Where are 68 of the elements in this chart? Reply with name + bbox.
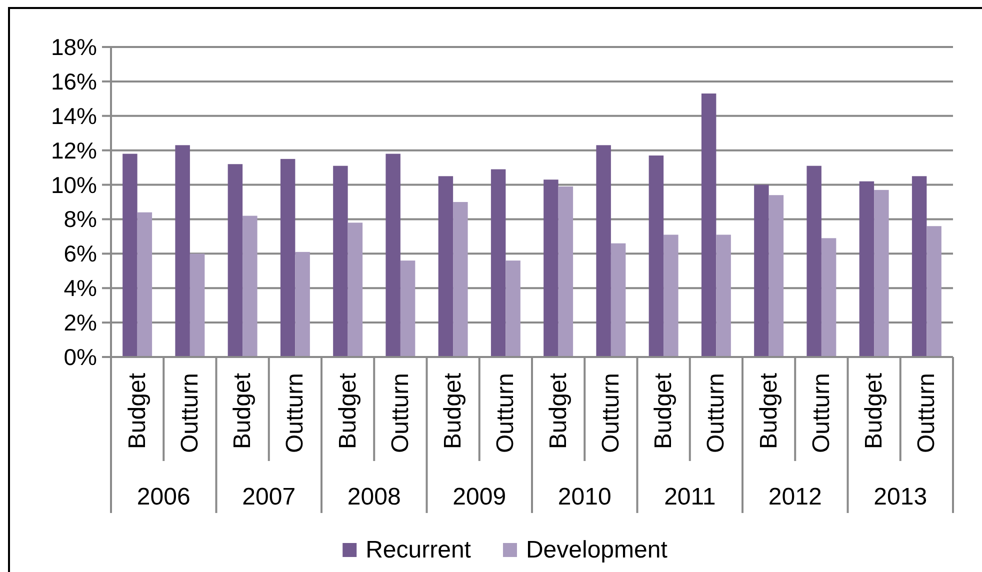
bar xyxy=(874,190,889,357)
text: 2011 xyxy=(664,484,716,510)
text: 2006 xyxy=(136,484,190,510)
bar xyxy=(400,260,416,357)
y-tick-label: 16% xyxy=(50,68,97,94)
y-tick-label: 8% xyxy=(64,206,97,232)
y-tick-label: 18% xyxy=(50,34,97,60)
y-tick-label: 6% xyxy=(64,240,97,267)
bar xyxy=(544,180,558,357)
y-tick-label: 12% xyxy=(50,137,97,164)
bar xyxy=(912,176,927,357)
y-tick-label: 14% xyxy=(50,102,97,129)
text: 2013 xyxy=(874,484,928,510)
bar xyxy=(558,186,574,357)
bar xyxy=(122,154,138,357)
text: 2010 xyxy=(558,484,612,510)
y-tick-label: 10% xyxy=(50,172,97,198)
x-tick-label: Outturn xyxy=(386,373,414,454)
legend-label: Development xyxy=(526,536,668,564)
bar xyxy=(768,195,784,357)
y-tick-label: 4% xyxy=(64,275,97,302)
bar xyxy=(228,164,243,357)
x-tick-label: Outturn xyxy=(492,373,520,454)
y-tick-label: 0% xyxy=(64,344,97,370)
bar xyxy=(280,158,296,357)
bar xyxy=(610,243,626,357)
x-tick-label: Outturn xyxy=(597,373,624,454)
bar xyxy=(242,216,258,357)
legend-label: Recurrent xyxy=(366,536,472,564)
y-tick-label: 2% xyxy=(64,310,97,336)
x-tick-label: Outturn xyxy=(702,373,730,454)
text: 2008 xyxy=(347,484,401,510)
x-tick-label: Budget xyxy=(860,372,888,450)
x-tick-label: Budget xyxy=(124,372,151,450)
bar xyxy=(348,222,363,357)
bar xyxy=(859,181,874,357)
bar xyxy=(438,176,454,357)
x-tick-label: Outturn xyxy=(913,373,940,454)
x-tick-label: Outturn xyxy=(808,373,835,454)
x-tick-label: Budget xyxy=(334,372,362,450)
bar xyxy=(754,184,769,357)
bar xyxy=(664,234,678,357)
bar xyxy=(716,234,731,357)
bar xyxy=(175,145,190,357)
text: 2007 xyxy=(242,484,296,510)
x-tick-label: Budget xyxy=(229,372,256,450)
x-tick-label: Budget xyxy=(755,372,782,450)
bar xyxy=(596,145,611,357)
x-tick-label: Outturn xyxy=(282,373,309,454)
bar xyxy=(295,252,310,357)
bar xyxy=(490,169,506,357)
bar xyxy=(386,154,400,357)
bar xyxy=(701,94,716,357)
bar xyxy=(137,212,152,357)
bar xyxy=(453,202,468,357)
x-tick-label: Budget xyxy=(650,372,678,450)
bar xyxy=(333,166,348,357)
bar xyxy=(821,238,836,357)
bar xyxy=(506,260,520,357)
x-tick-label: Budget xyxy=(544,372,572,450)
bar xyxy=(648,156,664,357)
bar xyxy=(806,166,822,357)
text: 2009 xyxy=(452,484,506,510)
text: 2012 xyxy=(768,484,822,510)
bar xyxy=(926,226,942,357)
x-tick-label: Budget xyxy=(440,372,467,450)
bar xyxy=(190,254,205,357)
x-tick-label: Outturn xyxy=(176,373,204,454)
